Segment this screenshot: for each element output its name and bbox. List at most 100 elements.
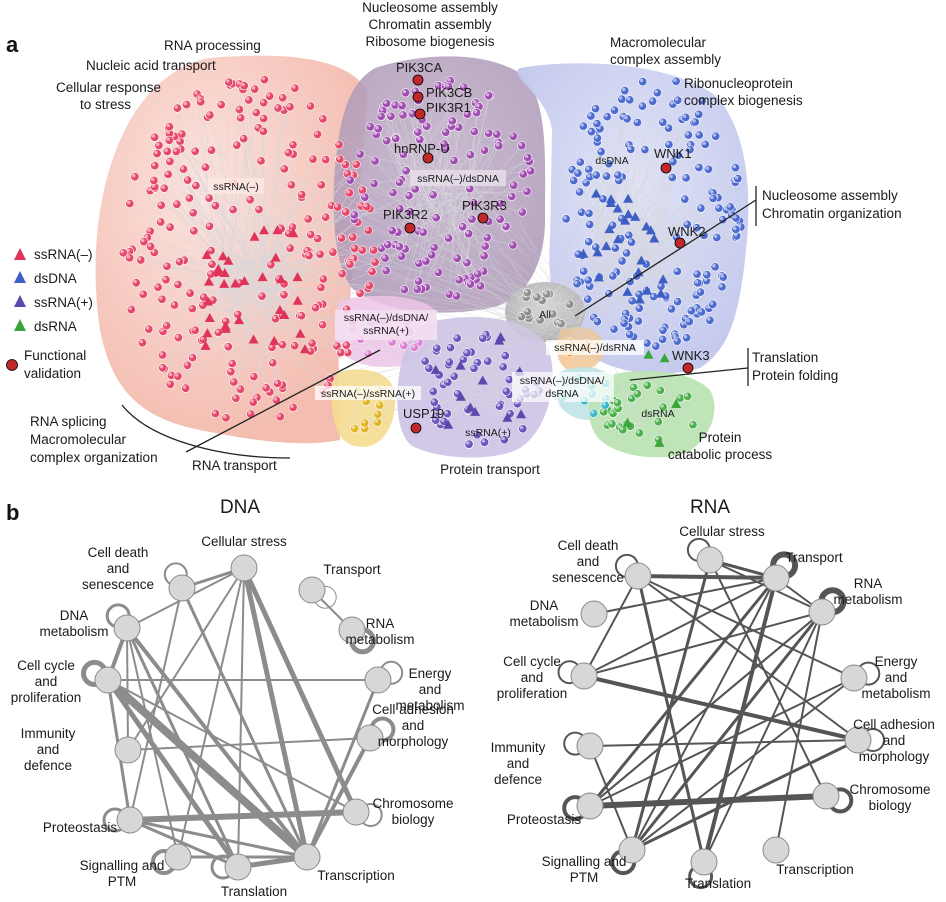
rna-label-transport: Transport: [785, 550, 843, 565]
gene-node-highlight: [569, 166, 573, 171]
gene-node-highlight: [319, 321, 324, 326]
gene-node-highlight: [258, 157, 262, 162]
virus-node: [477, 375, 488, 385]
rna-label-dnamet-1: DNA: [530, 598, 559, 613]
gene-node-highlight: [305, 216, 309, 220]
gene-node-highlight: [709, 301, 714, 306]
gene-node-highlight: [464, 111, 469, 115]
gene-node-highlight: [430, 191, 434, 196]
gene-node-highlight: [506, 376, 510, 381]
gene-node-highlight: [629, 297, 633, 302]
edge: [438, 215, 458, 273]
gene-node-highlight: [285, 230, 290, 234]
virus-node: [622, 417, 633, 427]
gene-node-highlight: [414, 286, 418, 290]
gene-node-highlight: [396, 205, 401, 210]
gene-node-highlight: [660, 404, 664, 408]
gene-node-highlight: [375, 125, 379, 130]
go-macromolecular-2: complex assembly: [610, 52, 721, 67]
rna-edge: [631, 677, 855, 851]
dna-label-immunity-3: defence: [24, 758, 72, 773]
gene-node-highlight: [586, 210, 590, 214]
gene-node-highlight: [451, 157, 455, 162]
edge: [238, 264, 350, 280]
gene-node-highlight: [192, 182, 197, 187]
gene-node-highlight: [225, 79, 230, 83]
edge: [469, 303, 535, 445]
gene-node-highlight: [460, 84, 465, 88]
gene-node-highlight: [585, 277, 589, 281]
edge: [559, 178, 739, 336]
gene-node-highlight: [558, 320, 562, 325]
dna-edge: [126, 627, 129, 751]
virus-node: [259, 225, 270, 235]
edge: [394, 105, 437, 226]
virus-node: [659, 353, 670, 363]
edge: [533, 283, 700, 309]
gene-node-highlight: [361, 194, 366, 198]
virus-node: [217, 251, 228, 261]
virus-node: [630, 211, 641, 221]
gene-node-highlight: [507, 410, 511, 415]
gene-node-highlight: [696, 164, 700, 169]
rna-labels: Cellular stress Transport RNA metabolism…: [491, 524, 935, 891]
gene-node-highlight: [366, 282, 370, 287]
edge: [650, 229, 737, 279]
edge: [267, 152, 289, 317]
edge: [401, 179, 441, 213]
gene-node-highlight: [445, 235, 450, 239]
rna-node-9: [576, 792, 604, 820]
dna-node-3: [364, 666, 392, 694]
gene-node-highlight: [471, 365, 475, 370]
gene-node-highlight: [481, 439, 486, 443]
gene-node-highlight: [223, 414, 227, 419]
gene-node-highlight: [318, 181, 322, 186]
gene-node-highlight: [433, 214, 437, 219]
virus-node: [430, 364, 441, 374]
gene-node-highlight: [590, 314, 595, 319]
edge: [404, 208, 428, 290]
gene-wnk3: WNK3: [672, 348, 710, 363]
gene-node-highlight: [510, 182, 515, 186]
edge: [668, 396, 688, 422]
gene-node-highlight: [684, 221, 688, 225]
label-ssrna-dsdna: ssRNA(–)/dsDNA: [417, 173, 499, 185]
gene-node-highlight: [618, 215, 623, 220]
gene-node-highlight: [435, 82, 440, 87]
rna-label-rna-2: metabolism: [833, 592, 902, 607]
edge: [456, 375, 510, 395]
virus-node: [220, 320, 231, 330]
gene-node-highlight: [307, 231, 312, 236]
rna-node-7: [690, 848, 718, 876]
edge: [194, 260, 248, 331]
dna-edge: [105, 677, 241, 870]
gene-node-highlight: [379, 107, 384, 112]
validation-node-pik3r3: [477, 212, 489, 224]
edge: [193, 230, 261, 275]
virus-node: [292, 295, 303, 305]
gene-node-highlight: [288, 181, 293, 186]
gene-node-highlight: [126, 254, 131, 259]
gene-node-highlight: [473, 109, 478, 114]
gene-node-highlight: [159, 296, 163, 300]
virus-node: [202, 296, 213, 306]
gene-node-highlight: [190, 209, 194, 214]
dna-label-translation: Translation: [221, 884, 287, 899]
gene-node-highlight: [358, 203, 362, 207]
gene-node-highlight: [285, 149, 290, 154]
go-rna-transport: RNA transport: [192, 458, 277, 473]
gene-node-highlight: [694, 271, 698, 275]
virus-node: [272, 225, 283, 235]
edge: [642, 117, 686, 241]
gene-node-highlight: [715, 205, 720, 209]
virus-node: [249, 231, 260, 241]
gene-node-highlight: [584, 296, 589, 300]
dna-node-4: [356, 724, 384, 752]
dna-label-rna-1: RNA: [366, 616, 395, 631]
rna-label-signalling-1: Signalling and: [542, 854, 627, 869]
edge: [468, 391, 486, 445]
gene-node-highlight: [312, 304, 317, 309]
edge: [166, 266, 588, 341]
virus-node: [604, 224, 615, 234]
gene-node-highlight: [322, 156, 327, 161]
